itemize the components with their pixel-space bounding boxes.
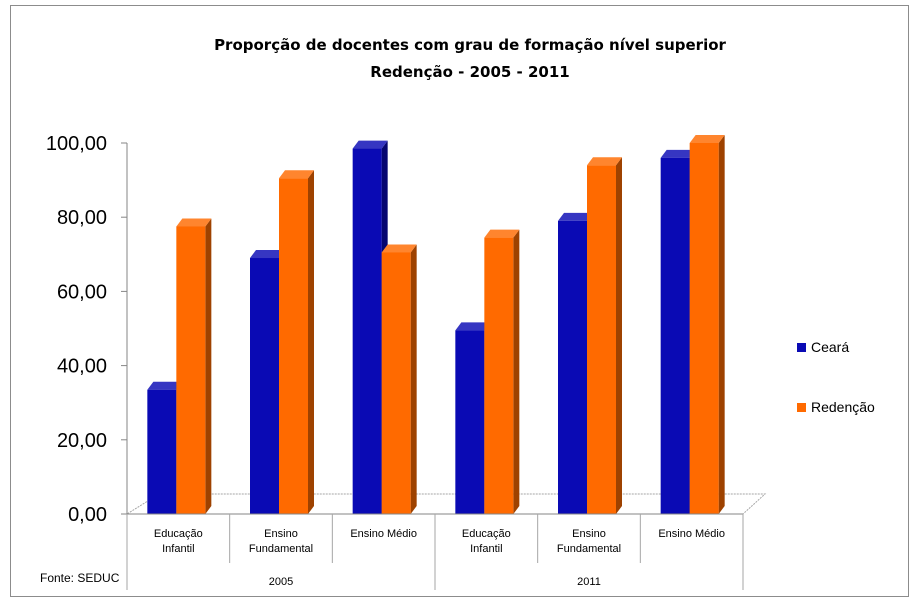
bar-redencao <box>279 178 308 514</box>
bar-redencao <box>689 143 719 514</box>
legend-swatch <box>797 403 806 412</box>
bar-ceara <box>558 220 587 514</box>
x-category-label: Infantil <box>162 543 194 555</box>
bar-top <box>660 149 696 158</box>
bar-side <box>616 157 622 514</box>
x-category-label: Educação <box>462 528 511 540</box>
bar-top <box>587 157 622 166</box>
y-tick-label: 60,00 <box>57 281 107 303</box>
x-category-label: Ensino <box>572 528 606 540</box>
legend-label: Redenção <box>811 399 875 415</box>
bar-redencao <box>484 237 514 515</box>
bar-top <box>558 212 593 221</box>
chart-title: Proporção de docentes com grau de formaç… <box>214 36 726 54</box>
bar-side <box>205 218 212 514</box>
bar-ceara <box>250 258 279 514</box>
x-category-label: Fundamental <box>557 543 621 555</box>
bar-redencao <box>587 165 616 514</box>
bar-top <box>147 381 183 390</box>
bar-side <box>410 244 417 514</box>
x-group-label: 2011 <box>577 576 601 588</box>
y-tick-label: 100,00 <box>46 133 107 155</box>
bar-side <box>308 170 314 514</box>
bar-ceara <box>455 330 485 514</box>
bar-ceara <box>660 157 690 514</box>
legend-label: Ceará <box>811 339 849 355</box>
bar-top <box>381 244 417 253</box>
y-tick-label: 40,00 <box>57 356 107 378</box>
bar-top <box>455 322 491 331</box>
source-note: Fonte: SEDUC <box>40 571 120 585</box>
x-category-label: Ensino Médio <box>350 528 417 540</box>
chart-subtitle: Redenção - 2005 - 2011 <box>370 63 569 81</box>
bar-top <box>279 170 314 179</box>
legend-swatch <box>797 343 806 352</box>
bar-ceara <box>352 148 382 514</box>
bar-redencao <box>176 226 206 514</box>
y-tick-label: 0,00 <box>68 504 107 526</box>
y-tick-label: 20,00 <box>57 430 107 452</box>
x-category-label: Ensino <box>264 528 298 540</box>
x-category-label: Ensino Médio <box>658 528 725 540</box>
x-category-label: Fundamental <box>249 543 313 555</box>
bar-top <box>352 140 388 149</box>
bar-top <box>484 229 520 238</box>
x-category-label: Educação <box>154 528 203 540</box>
bar-top <box>176 218 212 227</box>
bar-top <box>689 135 725 143</box>
bar-top <box>250 250 285 259</box>
bar-side <box>718 135 725 514</box>
x-category-label: Infantil <box>470 543 502 555</box>
bar-side <box>513 229 520 515</box>
bar-redencao <box>381 252 411 514</box>
x-group-label: 2005 <box>269 576 293 588</box>
bar-ceara <box>147 389 177 514</box>
y-tick-label: 80,00 <box>57 207 107 229</box>
